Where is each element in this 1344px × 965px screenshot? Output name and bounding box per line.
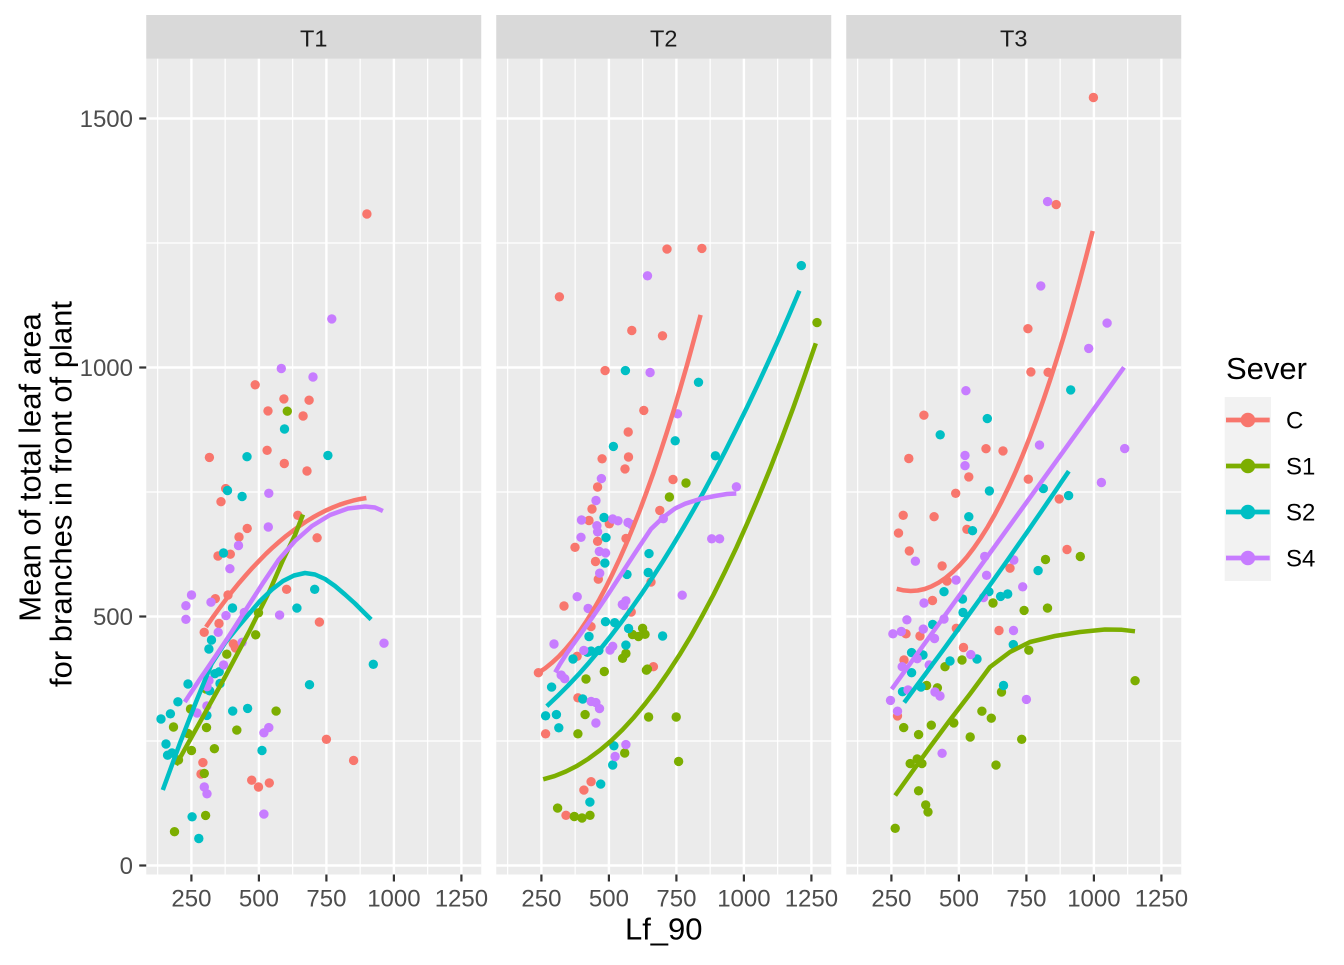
svg-text:500: 500	[239, 885, 279, 912]
svg-text:250: 250	[871, 885, 911, 912]
svg-text:for branches in front of plant: for branches in front of plant	[44, 301, 79, 687]
svg-text:1000: 1000	[367, 885, 420, 912]
svg-text:S2: S2	[1286, 499, 1315, 526]
svg-text:1000: 1000	[1067, 885, 1120, 912]
svg-text:Mean of total leaf area: Mean of total leaf area	[13, 313, 48, 622]
svg-text:Sever: Sever	[1226, 351, 1307, 386]
svg-text:Lf_90: Lf_90	[625, 912, 703, 947]
svg-text:500: 500	[93, 604, 133, 631]
svg-text:250: 250	[521, 885, 561, 912]
svg-text:S1: S1	[1286, 453, 1315, 480]
svg-text:T1: T1	[300, 25, 327, 51]
svg-text:1500: 1500	[80, 106, 133, 133]
svg-text:S4: S4	[1286, 545, 1315, 572]
svg-text:1000: 1000	[717, 885, 770, 912]
svg-text:T2: T2	[650, 25, 677, 51]
svg-text:T3: T3	[1000, 25, 1027, 51]
svg-text:1000: 1000	[80, 355, 133, 382]
svg-text:1250: 1250	[785, 885, 838, 912]
svg-text:500: 500	[939, 885, 979, 912]
svg-text:750: 750	[1006, 885, 1046, 912]
svg-text:750: 750	[656, 885, 696, 912]
svg-text:C: C	[1286, 407, 1303, 434]
svg-text:500: 500	[589, 885, 629, 912]
svg-text:1250: 1250	[435, 885, 488, 912]
svg-text:750: 750	[306, 885, 346, 912]
svg-text:1250: 1250	[1135, 885, 1188, 912]
svg-text:0: 0	[120, 853, 133, 880]
svg-text:250: 250	[171, 885, 211, 912]
